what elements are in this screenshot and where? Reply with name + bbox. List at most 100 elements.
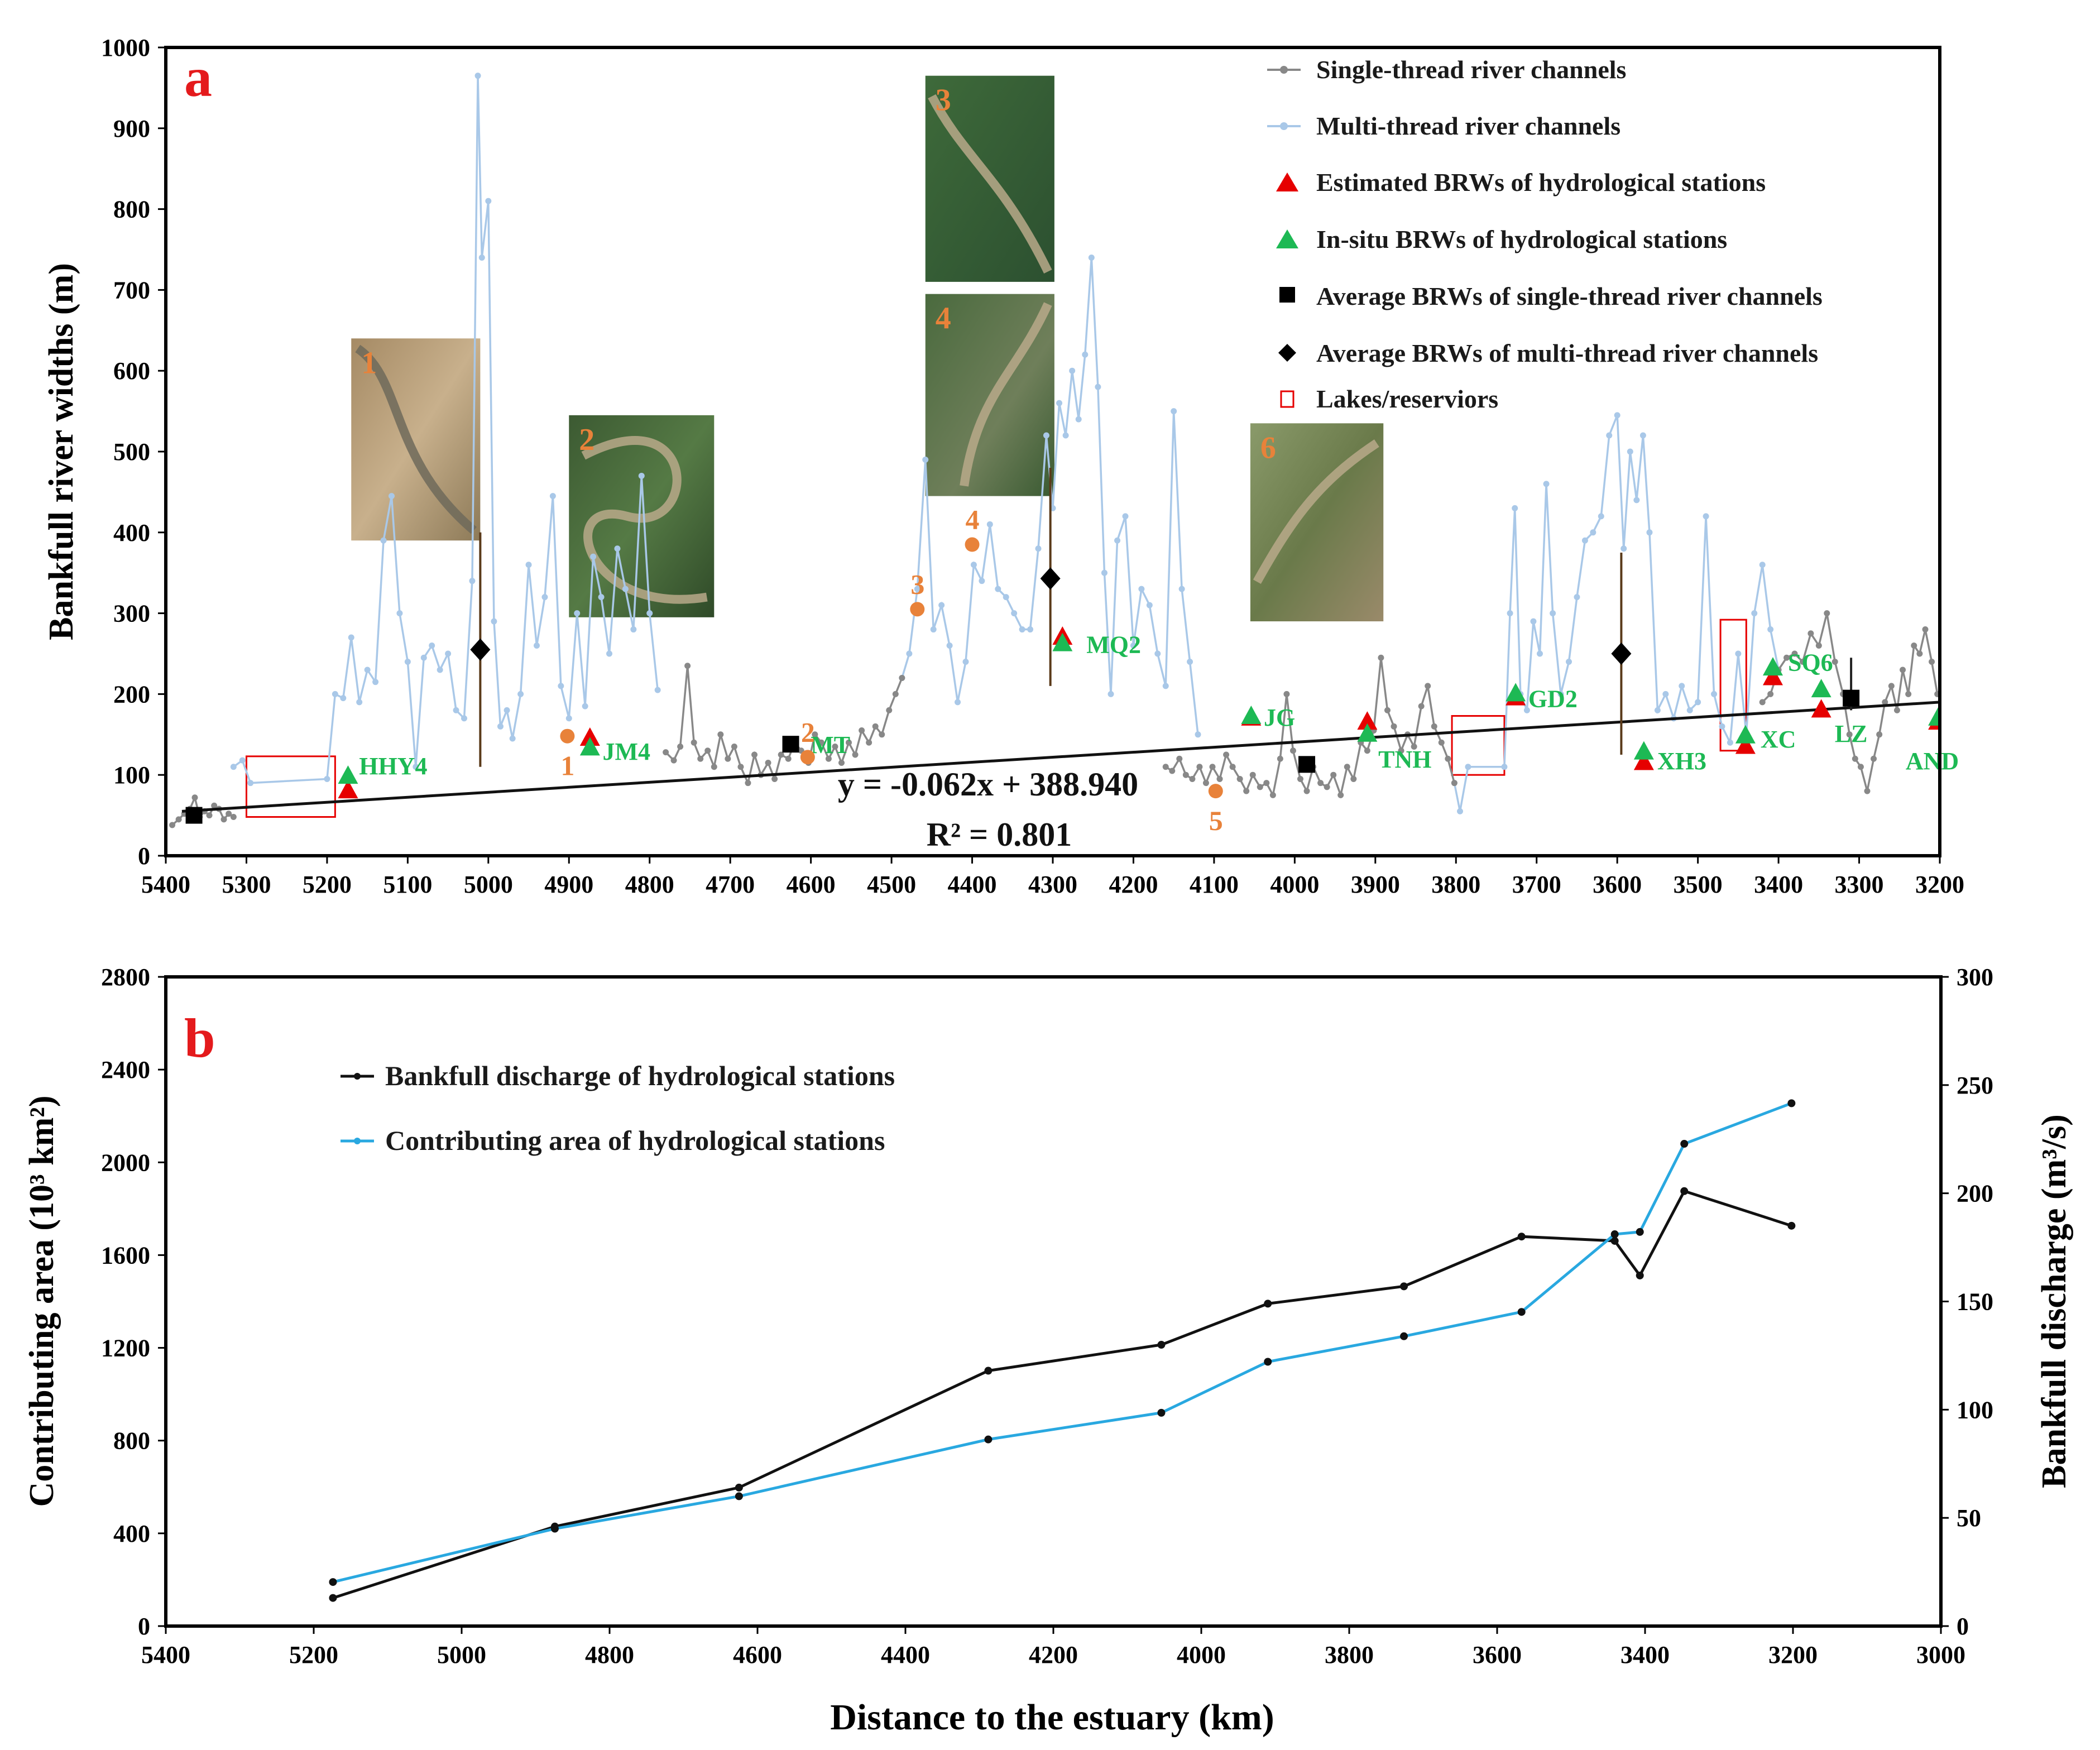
single-thread-point [1882,699,1888,706]
b-x-tick-label: 3400 [1620,1641,1670,1669]
multi-thread-point [1082,351,1089,358]
a-x-tick-label: 4400 [948,871,997,898]
multi-thread-point [541,594,548,601]
sample-site-marker [1208,784,1223,799]
single-thread-point [1791,650,1798,657]
multi-thread-point [962,658,969,665]
a-y-tick-label: 600 [113,357,150,385]
single-thread-point [771,775,778,782]
insitu-brw-marker [1928,707,1940,726]
single-thread-point [1384,707,1391,713]
a-x-tick-label: 3700 [1512,871,1561,898]
station-label-tnh: TNH [1378,746,1431,773]
legend-item-multi: Multi-thread river channels [1267,112,1620,140]
panel-b-frame [164,975,1943,1628]
single-thread-point [1831,658,1838,665]
single-thread-point [1189,775,1196,782]
single-thread-point [731,744,737,750]
b-x-tick-label: 5400 [141,1641,190,1669]
multi-thread-point [437,667,443,673]
multi-thread-point [574,610,581,617]
b-x-tick-label: 4800 [585,1641,634,1669]
a-x-tick-label: 3900 [1351,871,1400,898]
estimated-brw-marker [1735,735,1756,754]
a-x-tick-label: 3400 [1754,871,1803,898]
multi-thread-point [1633,497,1640,504]
multi-thread-point [1679,683,1685,689]
multi-thread-point [630,626,637,633]
inset-river-shape [581,436,708,604]
single-thread-point [1378,654,1384,661]
regression-line [181,701,1940,813]
inset-river-shape [1253,439,1379,584]
panel-b-right-y-axis-title: Bankfull discharge (m³/s) [2035,1114,2073,1488]
station-label-gd2: GD2 [1528,685,1578,713]
a-x-tick-label: 3200 [1915,871,1964,898]
single-thread-point [812,731,818,738]
a-x-tick-label: 5400 [141,871,190,898]
panel-a-y-axis-title: Bankfull river widths (m) [42,263,80,640]
avg-single-marker [1843,689,1860,707]
discharge-series-point [1787,1221,1796,1230]
a-x-tick-label: 3600 [1593,871,1642,898]
multi-thread-point [1162,683,1169,689]
single-thread-point [704,747,711,754]
single-thread-point [872,723,879,730]
multi-thread-point [1686,707,1693,713]
single-thread-point [1249,771,1256,778]
avg-multi-marker [1611,643,1632,665]
panel-b-letter: b [184,1007,215,1069]
multi-thread-point [1530,618,1537,625]
legend-avg-multi-marker [1278,344,1296,362]
multi-thread-point [420,654,427,661]
multi-thread-point [1456,808,1463,814]
multi-thread-point [1114,537,1121,544]
station-label-xh3: XH3 [1657,747,1706,775]
single-thread-point [1216,775,1223,782]
sample-site-label: 1 [560,750,574,781]
single-thread-point [206,812,213,819]
a-x-tick-label: 5100 [383,871,432,898]
legend-estimated-marker [1276,172,1298,191]
legend-avg-single-marker [1279,287,1295,303]
single-thread-point [838,759,845,766]
multi-thread-point [646,610,653,617]
a-y-tick-label: 700 [113,276,150,304]
single-thread-point [677,744,684,750]
discharge-series-point [984,1367,993,1375]
single-thread-point [1759,699,1766,706]
b-left-y-tick-label: 2400 [101,1056,150,1083]
a-x-tick-label: 4800 [625,871,674,898]
multi-thread-point [1543,481,1550,487]
inset-river-shape [960,302,1052,487]
discharge-series-point [735,1483,743,1492]
b-right-y-tick-label: 100 [1957,1396,1993,1423]
b-x-tick-label: 3600 [1473,1641,1522,1669]
lake-reservoir-box [245,755,336,818]
area-series-point [550,1524,559,1533]
b-left-y-tick-label: 1600 [101,1241,150,1269]
multi-thread-point [1171,408,1177,415]
panel-a-plot-area [169,73,1940,828]
multi-thread-point [1574,594,1580,601]
single-thread-point [1209,764,1216,770]
b-left-y-tick-label: 0 [138,1613,150,1640]
multi-thread-point [497,723,504,730]
b-left-y-tick-label: 400 [113,1520,150,1547]
b-left-y-tick-label: 1200 [101,1335,150,1362]
multi-thread-point [1019,626,1025,633]
single-thread-point [1438,739,1445,746]
single-thread-point [684,663,691,669]
multi-thread-point [1662,691,1669,697]
regression-equation: y = -0.062x + 388.940 [838,766,1138,803]
multi-thread-point [461,715,467,722]
multi-thread-point [356,699,363,706]
multi-thread-point [565,715,572,722]
single-thread-point [1257,784,1263,790]
a-x-tick-label: 4100 [1190,871,1239,898]
single-thread-point [1871,755,1877,762]
multi-thread-point [1606,432,1613,439]
legend-multi-marker [1280,122,1288,130]
satellite-inset-1: 1 [351,338,481,541]
b-x-tick-label: 4600 [733,1641,782,1669]
